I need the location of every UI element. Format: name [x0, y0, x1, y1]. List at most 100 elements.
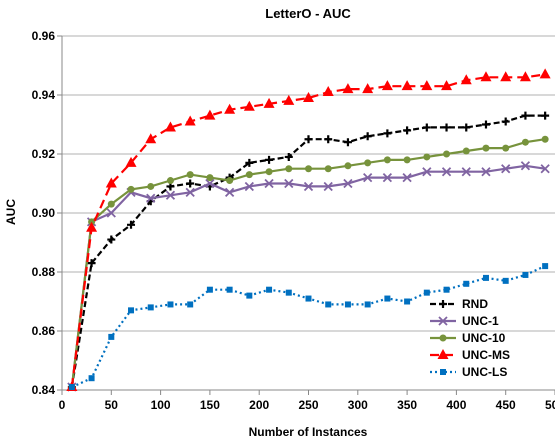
data-point-unc-1 — [244, 181, 254, 192]
legend-label: RND — [462, 297, 488, 311]
data-point-unc-1 — [501, 164, 511, 174]
data-point-rnd — [265, 155, 274, 164]
x-tick-label: 350 — [397, 398, 417, 412]
data-point-unc-ms — [322, 86, 334, 97]
data-point-unc-ls — [364, 301, 371, 308]
x-tick-label: 100 — [151, 398, 171, 412]
chart-title: LetterO - AUC — [265, 6, 351, 21]
series-rnd — [67, 111, 550, 392]
data-point-unc-ls — [187, 301, 194, 308]
legend-label: UNC-MS — [462, 348, 510, 362]
data-point-unc-10 — [324, 165, 332, 173]
legend-marker — [439, 300, 447, 308]
data-point-unc-ms — [421, 80, 433, 91]
data-point-rnd — [501, 117, 510, 126]
data-point-unc-1 — [441, 167, 452, 177]
data-point-rnd — [481, 120, 490, 129]
data-point-rnd — [541, 111, 550, 120]
data-point-unc-10 — [423, 153, 431, 161]
legend-item-unc-ls: UNC-LS — [430, 365, 507, 379]
data-point-unc-ms — [125, 156, 137, 167]
legend-marker — [438, 316, 448, 326]
data-point-rnd — [363, 132, 372, 141]
data-point-unc-1 — [224, 187, 235, 197]
data-point-unc-1 — [402, 172, 412, 183]
data-point-unc-1 — [165, 190, 176, 200]
x-tick-label: 450 — [496, 398, 516, 412]
data-point-unc-10 — [166, 177, 174, 185]
y-tick-label: 0.88 — [32, 265, 56, 279]
data-point-unc-ls — [246, 292, 253, 299]
data-point-unc-ls — [423, 289, 430, 296]
legend-marker — [437, 349, 449, 359]
data-point-rnd — [284, 152, 293, 161]
data-point-unc-1 — [343, 178, 353, 189]
data-point-unc-ls — [522, 271, 529, 278]
data-point-unc-ls — [128, 307, 135, 314]
data-point-unc-ls — [384, 295, 391, 302]
data-point-unc-10 — [443, 150, 451, 158]
data-point-unc-10 — [521, 138, 529, 146]
data-point-unc-ls — [147, 304, 154, 311]
data-point-unc-1 — [323, 181, 333, 192]
data-point-unc-10 — [147, 182, 155, 190]
data-point-unc-ms — [362, 83, 374, 94]
data-point-rnd — [324, 135, 333, 144]
data-point-unc-ls — [206, 286, 213, 293]
data-point-unc-ls — [482, 274, 489, 281]
x-tick-label: 0 — [59, 398, 66, 412]
data-point-unc-ls — [542, 263, 549, 270]
data-point-rnd — [245, 158, 254, 167]
data-point-unc-ms — [519, 71, 531, 82]
data-point-unc-ls — [344, 301, 351, 308]
data-point-unc-10 — [186, 171, 194, 179]
data-point-unc-10 — [127, 185, 135, 193]
series-unc-10 — [68, 135, 549, 391]
data-point-unc-1 — [146, 193, 156, 203]
data-point-unc-ls — [285, 289, 292, 296]
data-point-unc-ls — [108, 333, 115, 340]
data-point-unc-ms — [224, 103, 236, 114]
data-point-unc-ms — [263, 97, 275, 108]
y-tick-label: 0.92 — [32, 147, 56, 161]
data-point-unc-1 — [363, 172, 373, 183]
data-point-unc-ms — [460, 74, 472, 85]
data-point-unc-ls — [226, 286, 233, 293]
data-point-unc-ms — [480, 71, 492, 82]
data-point-unc-ms — [164, 121, 176, 132]
data-point-rnd — [127, 220, 136, 229]
data-point-unc-10 — [541, 135, 549, 143]
data-point-unc-ls — [463, 280, 470, 287]
data-point-unc-ls — [305, 295, 312, 302]
data-point-unc-1 — [520, 161, 531, 171]
data-point-unc-1 — [185, 187, 195, 197]
data-point-unc-ms — [381, 80, 393, 91]
legend: RND UNC-1 UNC-10 UNC-MS UNC-LS — [430, 297, 510, 379]
data-point-unc-ls — [502, 277, 509, 284]
y-tick-label: 0.94 — [32, 88, 56, 102]
data-point-unc-ms — [303, 91, 314, 102]
data-point-unc-1 — [461, 167, 471, 177]
y-tick-label: 0.86 — [32, 324, 56, 338]
data-point-unc-ms — [539, 68, 551, 79]
x-tick-label: 500 — [545, 398, 555, 412]
data-point-unc-10 — [502, 144, 510, 152]
data-point-rnd — [422, 123, 431, 132]
data-point-rnd — [186, 179, 195, 188]
y-tick-label: 0.96 — [32, 29, 56, 43]
data-point-rnd — [521, 111, 530, 120]
data-point-unc-10 — [245, 171, 253, 179]
data-point-unc-1 — [264, 178, 274, 189]
y-tick-labels: 0.84 0.86 0.88 0.90 0.92 0.94 0.96 — [32, 29, 56, 397]
data-point-unc-ms — [342, 83, 354, 94]
x-tick-label: 250 — [298, 398, 318, 412]
data-point-unc-ms — [145, 133, 157, 144]
data-point-unc-ls — [88, 375, 95, 382]
data-point-unc-ms — [204, 109, 216, 120]
data-point-rnd — [343, 138, 352, 147]
data-point-unc-10 — [344, 162, 352, 170]
data-point-unc-1 — [481, 167, 491, 177]
data-point-unc-ms — [401, 80, 413, 91]
y-tick-label: 0.84 — [32, 383, 56, 397]
data-point-unc-1 — [106, 208, 116, 218]
